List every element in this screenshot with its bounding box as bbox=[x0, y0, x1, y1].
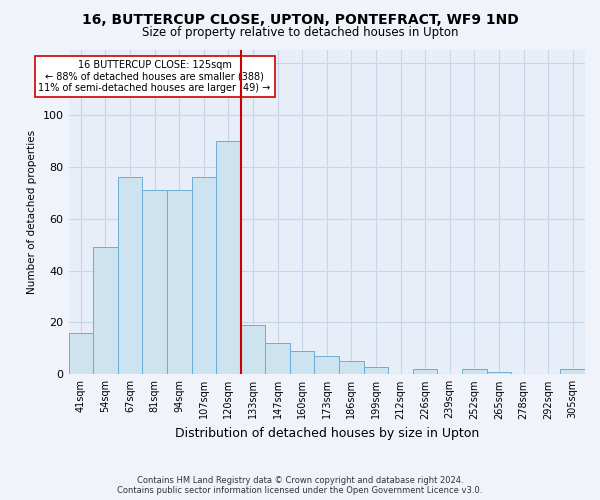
X-axis label: Distribution of detached houses by size in Upton: Distribution of detached houses by size … bbox=[175, 427, 479, 440]
Text: 16, BUTTERCUP CLOSE, UPTON, PONTEFRACT, WF9 1ND: 16, BUTTERCUP CLOSE, UPTON, PONTEFRACT, … bbox=[82, 12, 518, 26]
Bar bbox=[462, 369, 487, 374]
Bar bbox=[93, 247, 118, 374]
Bar bbox=[560, 369, 585, 374]
Bar bbox=[290, 351, 314, 374]
Bar bbox=[265, 343, 290, 374]
Text: Size of property relative to detached houses in Upton: Size of property relative to detached ho… bbox=[142, 26, 458, 39]
Bar bbox=[413, 369, 437, 374]
Text: Contains HM Land Registry data © Crown copyright and database right 2024.
Contai: Contains HM Land Registry data © Crown c… bbox=[118, 476, 482, 495]
Bar bbox=[167, 190, 191, 374]
Bar bbox=[314, 356, 339, 374]
Bar bbox=[68, 333, 93, 374]
Bar bbox=[241, 325, 265, 374]
Text: 16 BUTTERCUP CLOSE: 125sqm
← 88% of detached houses are smaller (388)
11% of sem: 16 BUTTERCUP CLOSE: 125sqm ← 88% of deta… bbox=[38, 60, 271, 93]
Bar bbox=[339, 362, 364, 374]
Y-axis label: Number of detached properties: Number of detached properties bbox=[27, 130, 37, 294]
Bar bbox=[142, 190, 167, 374]
Bar bbox=[364, 366, 388, 374]
Bar bbox=[118, 177, 142, 374]
Bar bbox=[487, 372, 511, 374]
Bar bbox=[191, 177, 216, 374]
Bar bbox=[216, 141, 241, 374]
